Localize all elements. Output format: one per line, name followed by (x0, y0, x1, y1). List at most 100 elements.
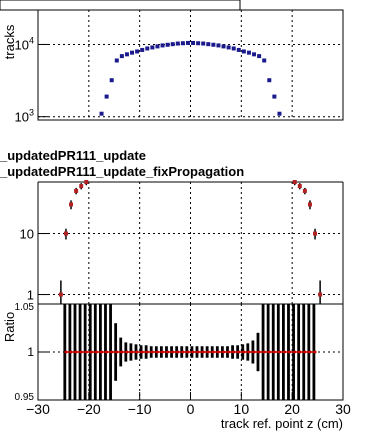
top-data-point (236, 47, 241, 52)
middle-data-point (307, 202, 312, 207)
ratio-data-point (201, 350, 205, 354)
middle-data-point (297, 184, 302, 189)
ratio-data-point (125, 350, 129, 354)
ratio-data-point (89, 350, 93, 354)
ratio-data-point (283, 350, 287, 354)
middle-y-tick-label: 1 (27, 288, 34, 303)
top-data-point (252, 52, 257, 57)
top-data-point (277, 111, 282, 116)
top-data-point (170, 42, 175, 47)
middle-data-point (313, 231, 318, 236)
ratio-data-point (252, 350, 256, 354)
ratio-data-point (186, 350, 190, 354)
top-data-point (135, 49, 140, 54)
ratio-data-point (222, 350, 226, 354)
ratio-data-point (64, 350, 68, 354)
ratio-data-point (74, 350, 78, 354)
ratio-data-point (257, 350, 261, 354)
ratio-data-point (288, 350, 292, 354)
ratio-data-point (272, 350, 276, 354)
ratio-data-point (155, 350, 159, 354)
ratio-x-tick-label: 20 (284, 401, 300, 417)
ratio-series (64, 350, 317, 354)
ratio-data-point (308, 350, 312, 354)
ratio-x-tick-label: −10 (128, 401, 152, 417)
ratio-x-tick-label: −30 (26, 401, 50, 417)
ratio-data-point (140, 350, 144, 354)
x-axis-label: track ref. point z (cm) (221, 416, 343, 431)
ratio-x-tick-label: −20 (77, 401, 101, 417)
middle-y-ticks: 10 1 (20, 227, 48, 303)
ratio-data-point (232, 350, 236, 354)
middle-data-point (318, 292, 323, 297)
top-data-point (246, 50, 251, 55)
ratio-y-axis-label: Ratio (2, 312, 17, 342)
ratio-data-point (150, 350, 154, 354)
ratio-panel: 1.05 1 0.95 −30 −20 −10 0 10 20 30 Ratio track r… (2, 302, 351, 431)
middle-data-point (63, 231, 68, 236)
top-data-point (124, 52, 129, 57)
top-data-point (231, 46, 236, 51)
ratio-data-point (115, 350, 119, 354)
top-data-point (191, 40, 196, 45)
ratio-data-point (135, 350, 139, 354)
ratio-data-point (211, 350, 215, 354)
top-data-point (150, 45, 155, 50)
ratio-data-point (303, 350, 307, 354)
top-data-point (155, 44, 160, 49)
top-data-point (226, 45, 231, 50)
legend-entry-1: _updatedPR111_update (0, 148, 146, 163)
middle-data-point (58, 292, 63, 297)
top-data-point (216, 43, 221, 48)
ratio-data-point (191, 350, 195, 354)
ratio-data-point (216, 350, 220, 354)
ratio-x-ticks: −30 −20 −10 0 10 20 30 (26, 392, 351, 417)
top-grid (38, 10, 343, 120)
top-series (99, 40, 282, 116)
ratio-data-point (293, 350, 297, 354)
top-data-point (272, 94, 277, 99)
ratio-data-point (181, 350, 185, 354)
ratio-data-point (145, 350, 149, 354)
ratio-data-point (69, 350, 73, 354)
middle-data-point (302, 188, 307, 193)
ratio-data-point (247, 350, 251, 354)
top-data-point (140, 47, 145, 52)
ratio-data-point (171, 350, 175, 354)
top-data-point (206, 42, 211, 47)
top-data-point (185, 40, 190, 45)
ratio-data-point (196, 350, 200, 354)
top-y-tick-label: 103 (15, 108, 34, 125)
ratio-x-tick-label: 0 (187, 401, 195, 417)
middle-data-point (74, 188, 79, 193)
ratio-data-point (206, 350, 210, 354)
top-data-point (119, 54, 124, 59)
ratio-data-point (120, 350, 124, 354)
ratio-data-point (84, 350, 88, 354)
top-data-point (267, 78, 272, 83)
ratio-y-tick-label: 1.05 (15, 302, 35, 313)
top-data-point (196, 41, 201, 46)
ratio-y-tick-label: 1 (27, 345, 34, 359)
ratio-data-point (227, 350, 231, 354)
top-data-point (109, 78, 114, 83)
top-data-point (262, 58, 267, 63)
top-data-point (221, 44, 226, 49)
top-y-tick-label: 104 (15, 35, 34, 52)
ratio-x-tick-label: 10 (234, 401, 250, 417)
legend-entry-2: _updatedPR111_update_fixPropagation (0, 164, 244, 179)
ratio-data-point (94, 350, 98, 354)
top-title-box (0, 0, 241, 11)
top-data-point (145, 46, 150, 51)
ratio-data-point (313, 350, 317, 354)
top-data-point (211, 42, 216, 47)
ratio-data-point (166, 350, 170, 354)
middle-data-point (292, 180, 297, 184)
ratio-data-point (242, 350, 246, 354)
middle-data-point (79, 184, 84, 189)
middle-panel: 10 1 (20, 180, 344, 304)
ratio-y-tick-label: 0.95 (15, 392, 35, 403)
top-data-point (130, 50, 135, 55)
